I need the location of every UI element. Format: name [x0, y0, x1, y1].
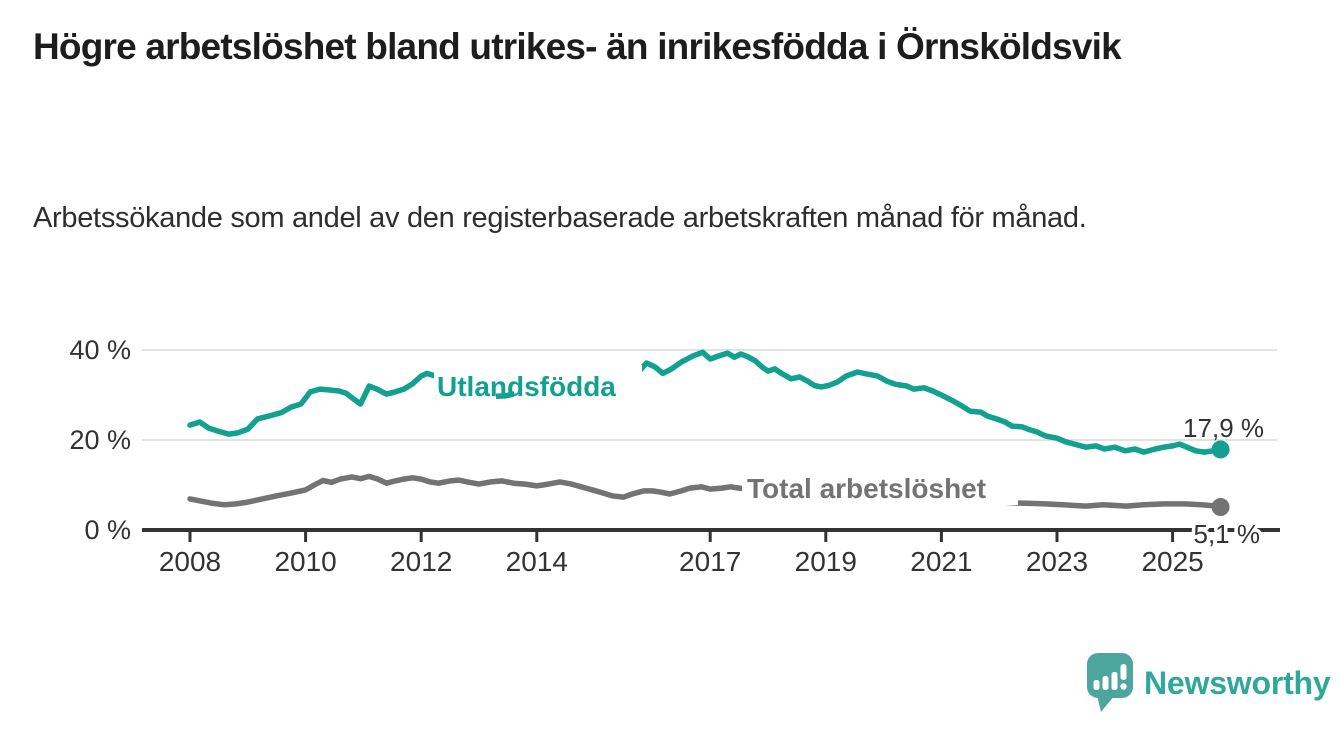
end-dot-utlandsfodda — [1211, 440, 1230, 459]
x-tick-label: 2014 — [506, 546, 568, 577]
end-value-label-utlandsfodda: 17,9 % — [1183, 413, 1264, 443]
series-label-mask-utlandsfodda — [514, 365, 642, 403]
logo-bubble-tail — [1097, 695, 1115, 712]
x-tick-label: 2010 — [274, 546, 336, 577]
series-label-utlandsfodda: Utlandsfödda — [437, 371, 616, 402]
logo-bar-1 — [1093, 680, 1100, 690]
y-tick-label: 40 % — [69, 335, 131, 365]
x-tick-label: 2017 — [679, 546, 741, 577]
chart-title: Högre arbetslöshet bland utrikes- än inr… — [33, 26, 1122, 67]
end-dot-total-arbetsloshet — [1211, 498, 1230, 517]
logo-exclamation-bar — [1120, 664, 1127, 680]
x-tick-label: 2019 — [795, 546, 857, 577]
series-line-utlandsfodda — [187, 349, 1224, 455]
y-tick-label: 0 % — [84, 515, 131, 545]
newsworthy-logo: Newsworthy — [1086, 652, 1331, 714]
series-label-mask-total-arbetsloshet — [742, 474, 1018, 505]
series-label-total-arbetsloshet: Total arbetslöshet — [747, 473, 986, 504]
series-line-total-arbetsloshet — [187, 473, 1224, 510]
series-label-mask-utlandsfodda — [434, 365, 496, 403]
chart-subtitle: Arbetssökande som andel av den registerb… — [33, 202, 1087, 234]
newsworthy-logo-text: Newsworthy — [1144, 664, 1331, 701]
x-tick-label: 2021 — [910, 546, 972, 577]
y-tick-label: 20 % — [69, 425, 131, 455]
logo-bar-3 — [1111, 672, 1118, 690]
x-tick-label: 2008 — [159, 546, 221, 577]
speech-bubble-bar-chart-icon — [1087, 653, 1133, 712]
x-tick-label: 2025 — [1141, 546, 1203, 577]
x-tick-label: 2023 — [1026, 546, 1088, 577]
x-tick-label: 2012 — [390, 546, 452, 577]
logo-bar-2 — [1102, 676, 1109, 690]
logo-exclamation-dot — [1120, 683, 1127, 690]
end-value-label-total-arbetsloshet: 5,1 % — [1194, 519, 1261, 549]
